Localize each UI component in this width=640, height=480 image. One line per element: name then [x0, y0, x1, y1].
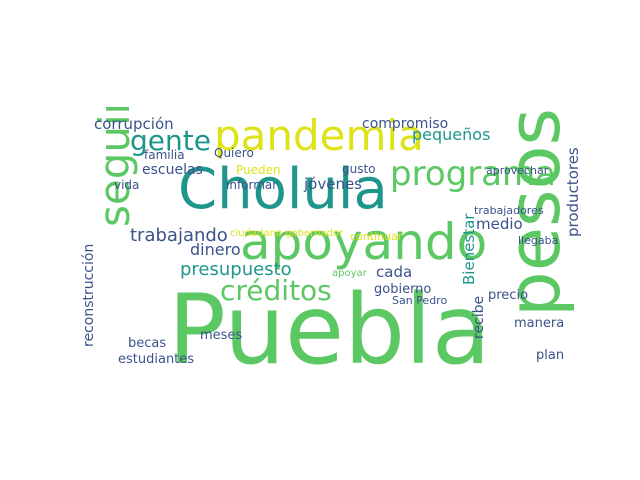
- word: jóvenes: [304, 175, 363, 193]
- word: Puebla: [168, 274, 491, 369]
- word: San Pedro: [392, 294, 448, 307]
- word: llegaba: [518, 234, 559, 247]
- word: dinero: [190, 240, 241, 259]
- word: créditos: [220, 274, 332, 307]
- word: recibe: [471, 295, 487, 339]
- word: meses: [200, 328, 243, 343]
- word: plan: [536, 348, 565, 363]
- word: gobierno: [374, 282, 432, 297]
- word: Cholula: [178, 157, 388, 222]
- word: gusto: [342, 162, 376, 176]
- word: cada: [376, 263, 413, 281]
- word: informar: [226, 178, 278, 192]
- word: estudiantes: [118, 352, 195, 367]
- word: escuelas: [142, 162, 203, 178]
- word: apoyar: [332, 268, 367, 279]
- word: pequeños: [412, 125, 491, 144]
- word: reconstrucción: [81, 243, 97, 347]
- word: pandemia: [214, 111, 424, 160]
- word: corrupción: [94, 115, 174, 133]
- word: medio: [476, 215, 523, 233]
- word: familia: [144, 148, 185, 162]
- word: trabajadores: [474, 204, 544, 217]
- word: Quiero: [214, 146, 254, 160]
- word: precio: [488, 288, 529, 303]
- word: presupuesto: [180, 259, 292, 280]
- word: Bienestar: [460, 213, 478, 285]
- word: manera: [514, 316, 565, 331]
- word: aprovechar: [486, 164, 549, 177]
- word: Pueden: [236, 163, 281, 177]
- word-cloud: Puebla pesos apoyando Cholula pandemia s…: [80, 107, 584, 369]
- word: productores: [564, 147, 582, 237]
- word: vida: [114, 178, 140, 192]
- word: ciudadano gobernador: [230, 228, 344, 239]
- word: continuar: [350, 230, 403, 243]
- word: gente: [130, 124, 211, 157]
- word: trabajando: [130, 225, 228, 246]
- word: apoyando: [240, 213, 488, 271]
- word: programa: [390, 154, 556, 194]
- word: compromiso: [362, 116, 449, 132]
- word: becas: [128, 336, 167, 351]
